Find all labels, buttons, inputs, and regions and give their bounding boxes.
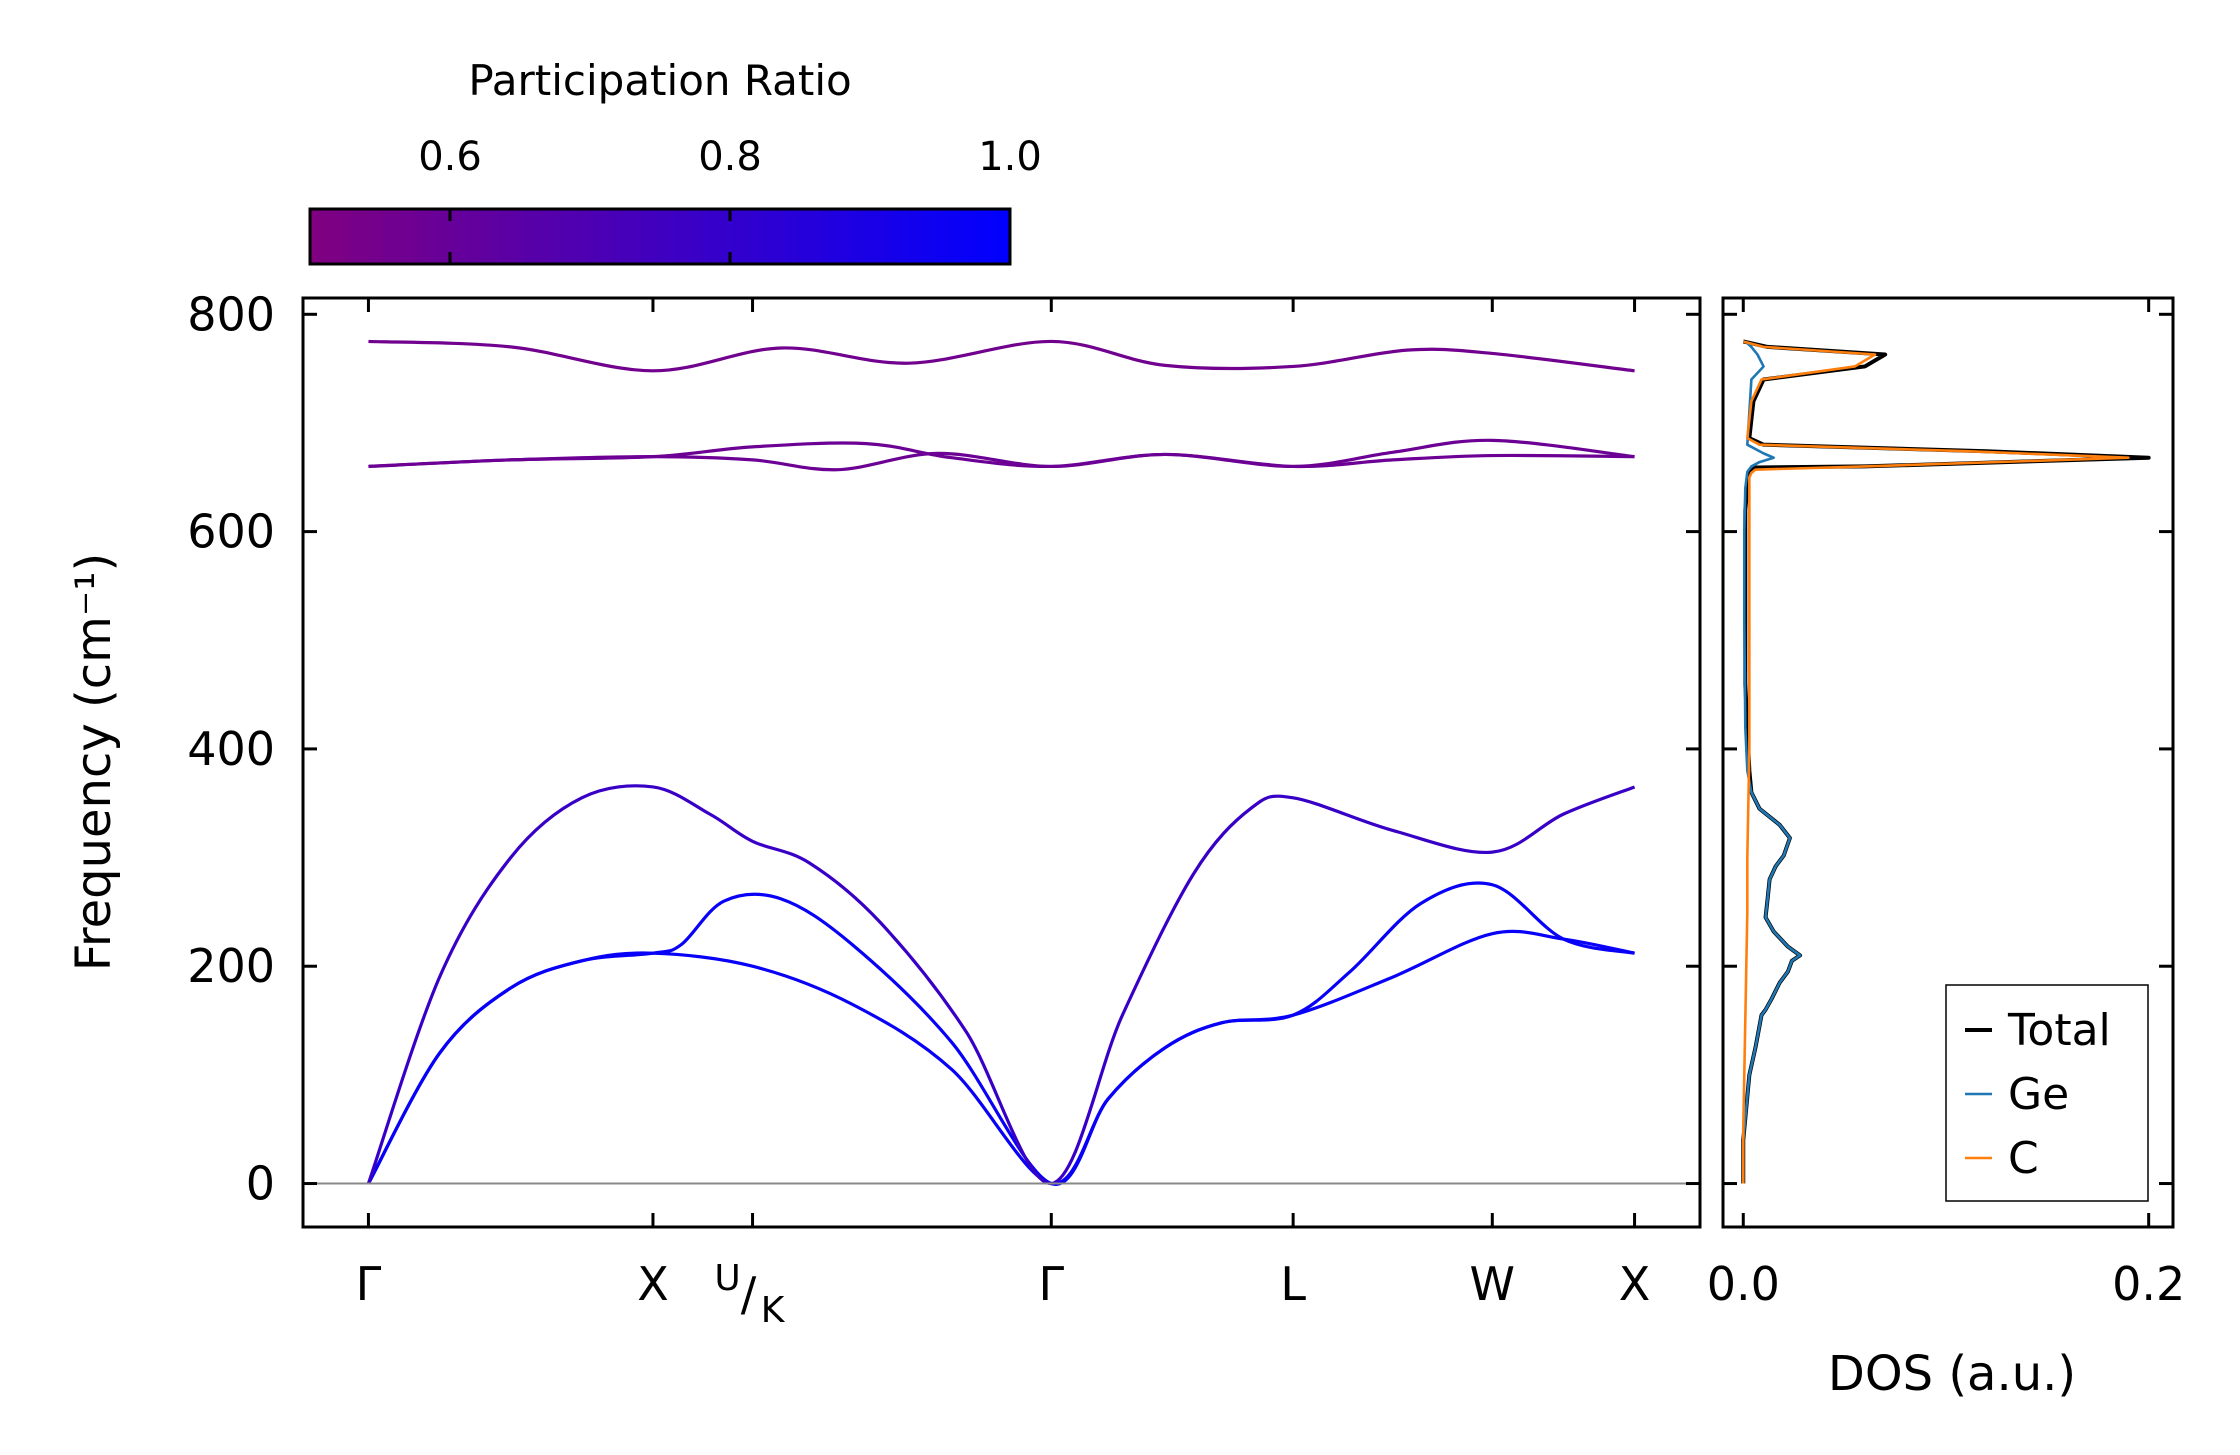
band-line-ta1 <box>367 929 1635 1186</box>
legend-label-c: C <box>2008 1133 2039 1184</box>
dos-line-c <box>1741 340 2130 1184</box>
legend-label-total: Total <box>2007 1005 2111 1056</box>
band-x-tick-label: Γ <box>356 1257 382 1311</box>
band-line-ta2 <box>367 881 1635 1186</box>
legend-items: Total Ge C <box>1965 1005 2111 1184</box>
dos-x-tick-label: 0.2 <box>2112 1257 2185 1311</box>
band-x-tick-label-sup: U <box>714 1258 740 1299</box>
band-y-tick-label: 200 <box>187 939 275 993</box>
legend-label-ge: Ge <box>2008 1069 2069 1120</box>
band-x-tick-label: W <box>1470 1257 1515 1311</box>
band-y-axis-title: Frequency (cm⁻¹) <box>66 553 122 971</box>
colorbar-gradient <box>308 207 1012 266</box>
colorbar-ticks: 0.6 0.8 1.0 <box>418 134 1042 264</box>
dos-line-ge <box>1741 340 1802 1184</box>
dos-series <box>1741 339 2151 1184</box>
band-x-tick-label: X <box>637 1257 669 1311</box>
dos-x-ticks: 0.0 0.2 <box>1707 298 2185 1311</box>
band-y-tick-label: 0 <box>246 1157 275 1211</box>
band-y-tick-label: 800 <box>187 287 275 341</box>
band-x-ticks: Γ X U / K Γ L W X <box>356 298 1651 1331</box>
colorbar-tick-label: 0.6 <box>418 134 482 180</box>
band-series <box>366 339 1636 1186</box>
band-x-tick-label: L <box>1280 1257 1306 1311</box>
dos-axes-frame <box>1721 296 2175 1229</box>
band-x-tick-label: X <box>1619 1257 1651 1311</box>
band-line-lo <box>368 339 1635 373</box>
band-y-tick-label: 400 <box>187 722 275 776</box>
colorbar-tick-label: 1.0 <box>978 134 1042 180</box>
dos-legend: Total Ge C <box>1945 984 2149 1202</box>
dos-x-axis-title: DOS (a.u.) <box>1828 1346 2076 1402</box>
band-x-tick-label-slash: / <box>741 1267 757 1321</box>
band-axes-frame <box>301 296 1702 1229</box>
band-line-la <box>366 784 1636 1186</box>
colorbar-title: Participation Ratio <box>468 56 851 105</box>
dos-panel: 0.0 0.2 DOS (a.u.) Total Ge C <box>1707 296 2185 1402</box>
band-x-tick-label-sub: K <box>761 1290 786 1331</box>
band-x-tick-label: Γ <box>1038 1257 1064 1311</box>
band-panel: 0 200 400 600 800 Γ X U / K Γ L W X Frequency (cm⁻¹) <box>66 287 1702 1331</box>
colorbar-tick-label: 0.8 <box>698 134 762 180</box>
dos-x-tick-label: 0.0 <box>1707 1257 1780 1311</box>
band-line-to2 <box>368 438 1635 469</box>
band-y-tick-label: 600 <box>187 505 275 559</box>
band-line-to1 <box>368 451 1635 472</box>
colorbar: Participation Ratio 0.6 0.8 1.0 <box>308 56 1042 266</box>
dos-y-ticks <box>1723 312 2173 1186</box>
band-y-ticks: 0 200 400 600 800 <box>187 287 1700 1211</box>
